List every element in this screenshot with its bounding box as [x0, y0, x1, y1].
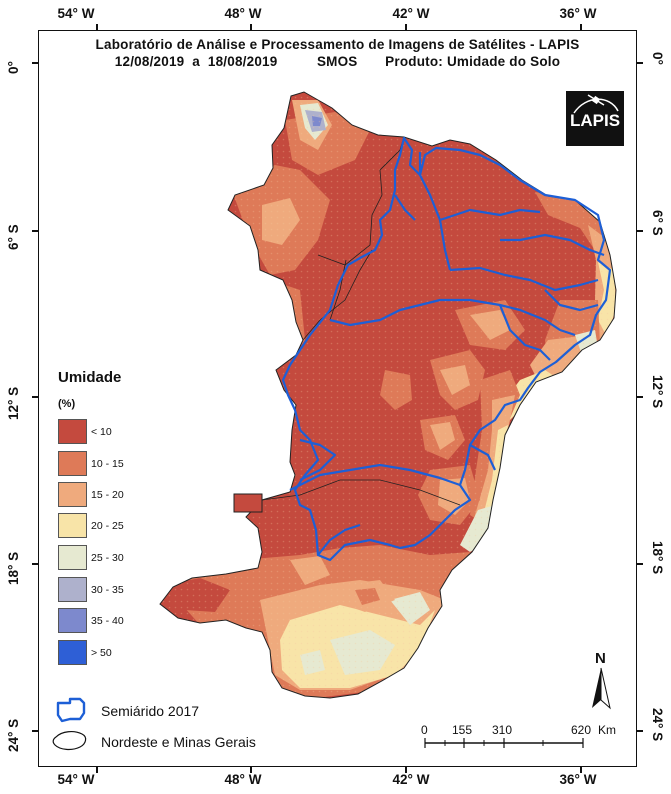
legend-label: 35 - 40	[91, 615, 124, 627]
longitude-label-bottom: 54° W	[57, 772, 95, 787]
legend-label: 30 - 35	[91, 584, 124, 596]
tick-mark	[405, 24, 407, 30]
tick-mark	[32, 396, 38, 398]
north-arrow-icon	[592, 667, 611, 710]
tick-mark	[405, 767, 407, 773]
map-title: Laboratório de Análise e Processamento d…	[95, 37, 580, 52]
legend-label: 15 - 20	[91, 489, 124, 501]
legend-swatch	[58, 482, 87, 507]
tick-mark	[637, 230, 643, 232]
longitude-label-top: 42° W	[392, 6, 430, 21]
tick-mark	[32, 563, 38, 565]
tick-mark	[637, 62, 643, 64]
legend-label: 20 - 25	[91, 520, 124, 532]
scale-label: 0	[421, 723, 428, 737]
tick-mark	[637, 730, 643, 732]
legend-label: 25 - 30	[91, 552, 124, 564]
scale-bar	[424, 738, 584, 748]
legend-label: > 50	[91, 647, 112, 659]
legend-swatch	[58, 513, 87, 538]
longitude-label-bottom: 36° W	[559, 772, 597, 787]
legend-swatch	[58, 640, 87, 665]
scale-label: 310	[492, 723, 513, 737]
longitude-label-top: 54° W	[57, 6, 95, 21]
longitude-label-top: 48° W	[224, 6, 262, 21]
legend-label: < 10	[91, 426, 112, 438]
legend-swatch	[58, 451, 87, 476]
scale-label: 620	[571, 723, 592, 737]
moisture-raster	[160, 92, 616, 698]
tick-mark	[637, 563, 643, 565]
tick-mark	[637, 396, 643, 398]
region-key-label: Nordeste e Minas Gerais	[101, 734, 256, 750]
legend-unit: (%)	[58, 398, 76, 410]
semiarid-outline	[281, 136, 612, 562]
legend-label: 10 - 15	[91, 458, 124, 470]
tick-mark	[32, 730, 38, 732]
tick-mark	[250, 24, 252, 30]
legend-swatch	[58, 419, 87, 444]
longitude-label-bottom: 48° W	[224, 772, 262, 787]
lapis-logo: LAPIS	[566, 91, 624, 146]
longitude-label-top: 36° W	[559, 6, 597, 21]
tick-mark	[32, 230, 38, 232]
region-key-icon	[52, 731, 87, 751]
tick-mark	[96, 24, 98, 30]
logo-text: LAPIS	[570, 111, 621, 130]
longitude-label-bottom: 42° W	[392, 772, 430, 787]
state-boundaries	[261, 136, 461, 506]
semiarid-key-icon	[56, 697, 86, 723]
legend-title: Umidade	[58, 369, 122, 386]
map-frame	[38, 30, 637, 767]
semiarid-key-label: Semiárido 2017	[101, 703, 200, 719]
tick-mark	[250, 767, 252, 773]
legend-swatch	[58, 608, 87, 633]
scale-label: 155	[452, 723, 473, 737]
tick-mark	[32, 62, 38, 64]
isolated-patch	[233, 493, 263, 513]
satellite-icon	[573, 94, 619, 114]
map-subtitle: 12/08/2019 a 18/08/2019 SMOS Produto: Um…	[114, 54, 561, 69]
tick-mark	[580, 767, 582, 773]
tick-mark	[96, 767, 98, 773]
north-label: N	[595, 650, 606, 667]
tick-mark	[580, 24, 582, 30]
scale-unit-label: Km	[598, 723, 616, 737]
legend-swatch	[58, 545, 87, 570]
legend-swatch	[58, 577, 87, 602]
